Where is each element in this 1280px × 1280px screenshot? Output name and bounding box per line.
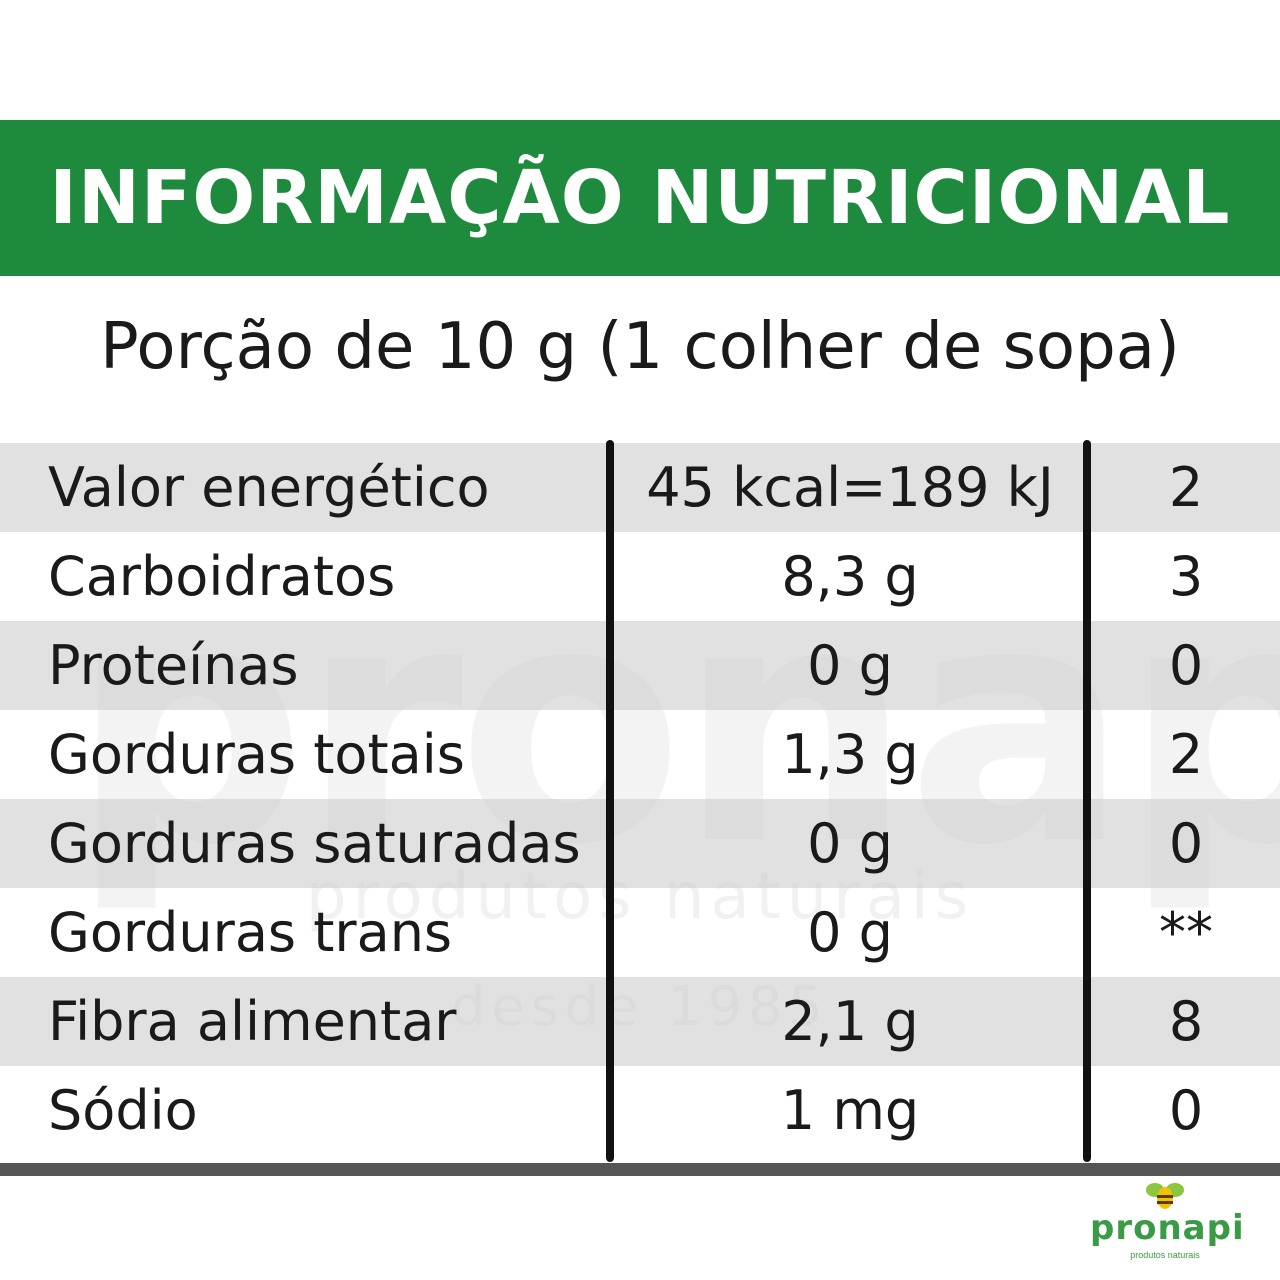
- daily-value-percent: 2: [1168, 456, 1204, 519]
- nutrient-amount: 1 mg: [780, 1079, 920, 1142]
- nutrient-name: Valor energético: [48, 456, 490, 519]
- table-row: Valor energético 45 kcal=189 kJ 2: [0, 443, 1280, 532]
- table-row: Carboidratos 8,3 g 3: [0, 532, 1280, 621]
- nutrient-amount: 2,1 g: [781, 990, 919, 1053]
- table-bottom-rule: [0, 1163, 1280, 1176]
- table-row: Gorduras trans 0 g **: [0, 888, 1280, 977]
- page-title: INFORMAÇÃO NUTRICIONAL: [49, 155, 1231, 241]
- daily-value-percent: 8: [1168, 990, 1204, 1053]
- logo-wordmark: pronapi: [1090, 1208, 1245, 1248]
- nutrient-amount: 1,3 g: [781, 723, 919, 786]
- nutrient-name: Sódio: [48, 1079, 198, 1142]
- daily-value-percent: 0: [1168, 1079, 1204, 1142]
- title-banner: INFORMAÇÃO NUTRICIONAL: [0, 120, 1280, 276]
- daily-value-percent: 0: [1168, 812, 1204, 875]
- nutrient-amount: 45 kcal=189 kJ: [646, 456, 1054, 519]
- column-divider-1: [606, 440, 614, 1162]
- bee-icon: [1146, 1183, 1184, 1209]
- nutrient-name: Gorduras saturadas: [48, 812, 581, 875]
- nutrient-amount: 0 g: [807, 812, 893, 875]
- nutrient-name: Gorduras trans: [48, 901, 453, 964]
- nutrient-amount: 8,3 g: [781, 545, 919, 608]
- nutrient-amount: 0 g: [807, 634, 893, 697]
- nutrient-name: Carboidratos: [48, 545, 396, 608]
- table-row: Fibra alimentar 2,1 g 8: [0, 977, 1280, 1066]
- logo-tagline: produtos naturais: [1130, 1250, 1200, 1260]
- nutrient-name: Fibra alimentar: [48, 990, 457, 1053]
- table-row: Gorduras totais 1,3 g 2: [0, 710, 1280, 799]
- daily-value-percent: 2: [1168, 723, 1204, 786]
- daily-value-percent: **: [1159, 901, 1213, 964]
- table-row: Gorduras saturadas 0 g 0: [0, 799, 1280, 888]
- nutrient-name: Gorduras totais: [48, 723, 465, 786]
- table-row: Proteínas 0 g 0: [0, 621, 1280, 710]
- nutrition-table: Valor energético 45 kcal=189 kJ 2 Carboi…: [0, 443, 1280, 1155]
- nutrient-amount: 0 g: [807, 901, 893, 964]
- table-row: Sódio 1 mg 0: [0, 1066, 1280, 1155]
- nutrient-name: Proteínas: [48, 634, 299, 697]
- column-divider-2: [1083, 440, 1091, 1162]
- portion-size: Porção de 10 g (1 colher de sopa): [100, 310, 1180, 384]
- daily-value-percent: 3: [1168, 545, 1204, 608]
- daily-value-percent: 0: [1168, 634, 1204, 697]
- brand-logo: pronapi produtos naturais: [1090, 1180, 1245, 1270]
